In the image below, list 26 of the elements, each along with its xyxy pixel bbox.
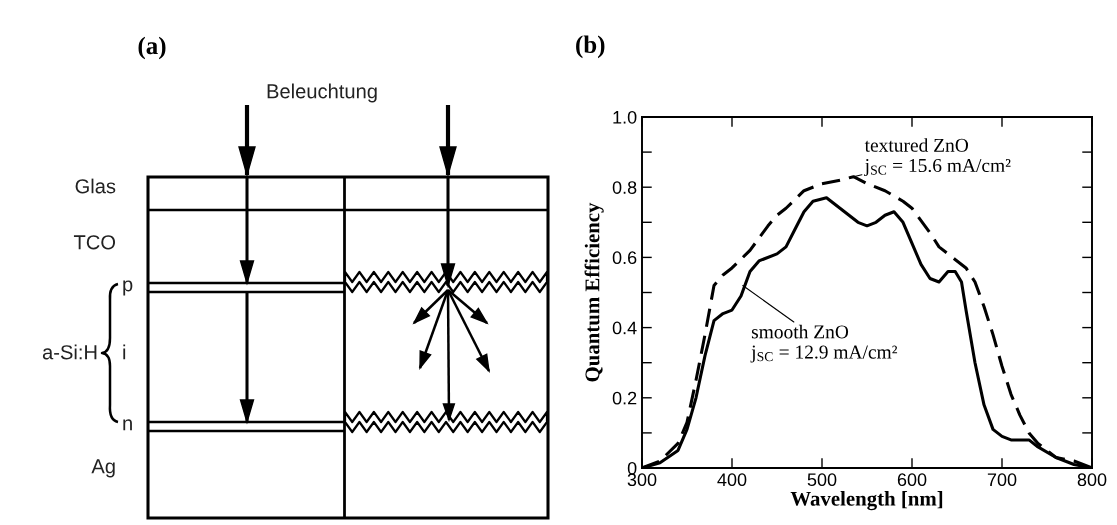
annotation: textured ZnO j$_{SC}$ = 15.6 mA/cm² (864, 138, 1011, 176)
text: a-Si:H (42, 344, 97, 360)
text: n (123, 419, 132, 431)
text: (a) (138, 36, 166, 60)
text: p (123, 280, 133, 296)
y-tick-label: 0.6 (612, 251, 637, 265)
text: i (123, 344, 126, 360)
x-tick-label: 600 (897, 473, 927, 487)
y-tick-label: 0.4 (612, 321, 637, 335)
text: TCO (73, 235, 116, 250)
y-tick-label: 0 (627, 461, 637, 475)
y-tick-label: 0.2 (612, 391, 637, 405)
text: Glas (75, 178, 116, 194)
text: Ag (91, 459, 115, 478)
text: Beleuchtung (267, 83, 377, 103)
y-axis-title: Quantum Efficiency (584, 202, 604, 382)
x-axis-title: Wavelength [nm] (790, 491, 943, 511)
y-tick-label: 0.8 (612, 181, 637, 194)
annotation: smooth ZnO j$_{SC}$ = 12.9 mA/cm² (750, 324, 898, 363)
x-tick-label: 300 (627, 473, 657, 487)
y-tick-label: 1.0 (613, 110, 637, 124)
x-tick-label: 800 (1077, 473, 1107, 487)
x-tick-label: 700 (987, 473, 1017, 487)
chart-title: (b) (576, 35, 605, 59)
x-tick-label: 500 (807, 473, 837, 487)
x-tick-label: 400 (717, 473, 747, 487)
